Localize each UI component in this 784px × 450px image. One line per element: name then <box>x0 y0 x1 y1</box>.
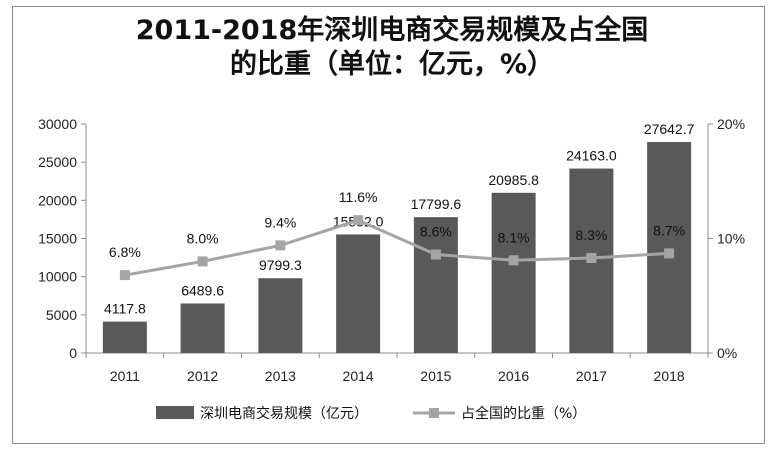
bar <box>336 234 381 353</box>
left-axis-tick-label: 0 <box>69 345 77 361</box>
share-data-label: 8.1% <box>498 229 530 245</box>
right-axis-tick-label: 10% <box>717 231 745 247</box>
bar-data-label: 24163.0 <box>566 148 617 164</box>
share-data-label: 9.4% <box>264 214 296 230</box>
left-axis-tick-label: 25000 <box>38 154 77 170</box>
share-line <box>124 218 670 277</box>
share-marker <box>353 215 364 226</box>
bar <box>647 141 692 353</box>
x-axis-tick-label: 2015 <box>420 368 451 384</box>
share-marker <box>119 270 130 281</box>
bar-data-label: 27642.7 <box>644 121 695 137</box>
x-axis-tick-label: 2016 <box>498 368 529 384</box>
share-data-label: 11.6% <box>339 189 378 205</box>
right-axis-tick-label: 0% <box>717 345 737 361</box>
x-axis-tick-label: 2018 <box>654 368 685 384</box>
share-data-label: 8.0% <box>187 230 219 246</box>
legend-line-label: 占全国的比重（%） <box>461 405 586 422</box>
bar-data-label: 17799.6 <box>411 196 462 212</box>
left-axis-tick-label: 30000 <box>38 116 77 132</box>
chart-title-line-1: 2011-2018年深圳电商交易规模及占全国 <box>135 15 649 46</box>
x-axis-tick-label: 2013 <box>265 368 296 384</box>
share-marker <box>586 252 597 263</box>
bar-data-label: 6489.6 <box>181 282 224 298</box>
left-axis-tick-label: 10000 <box>38 269 77 285</box>
share-marker <box>664 248 675 259</box>
share-marker <box>508 255 519 266</box>
legend-bar-label: 深圳电商交易规模（亿元） <box>200 405 368 422</box>
x-axis-tick-label: 2012 <box>187 368 218 384</box>
bar-data-label: 9799.3 <box>259 257 302 273</box>
right-axis-tick-label: 20% <box>717 116 745 132</box>
share-data-label: 8.6% <box>420 224 452 240</box>
chart-frame <box>12 6 765 444</box>
legend-line-marker <box>429 408 439 418</box>
legend-bar-swatch <box>156 406 194 419</box>
x-axis-tick-label: 2011 <box>110 368 140 384</box>
chart-title: 2011-2018年深圳电商交易规模及占全国 的比重（单位：亿元，%） <box>0 14 784 82</box>
share-data-label: 6.8% <box>109 244 141 260</box>
bar <box>258 278 303 353</box>
x-axis-tick-label: 2014 <box>343 368 374 384</box>
left-axis-tick-label: 5000 <box>46 307 77 323</box>
share-marker <box>275 240 286 251</box>
bar <box>180 303 225 353</box>
left-axis-tick-label: 20000 <box>38 192 77 208</box>
share-marker <box>197 256 208 267</box>
left-axis-tick-label: 15000 <box>38 231 77 247</box>
share-marker <box>430 249 441 260</box>
share-data-label: 8.3% <box>575 227 607 243</box>
bar <box>491 192 536 353</box>
bar <box>413 217 458 353</box>
x-axis-tick-label: 2017 <box>576 368 607 384</box>
bar-data-label: 20985.8 <box>488 172 539 188</box>
bar-data-label: 4117.8 <box>104 301 146 317</box>
chart-title-line-2: 的比重（单位：亿元，%） <box>229 49 555 80</box>
share-data-label: 8.7% <box>653 222 685 238</box>
bar <box>102 321 147 353</box>
